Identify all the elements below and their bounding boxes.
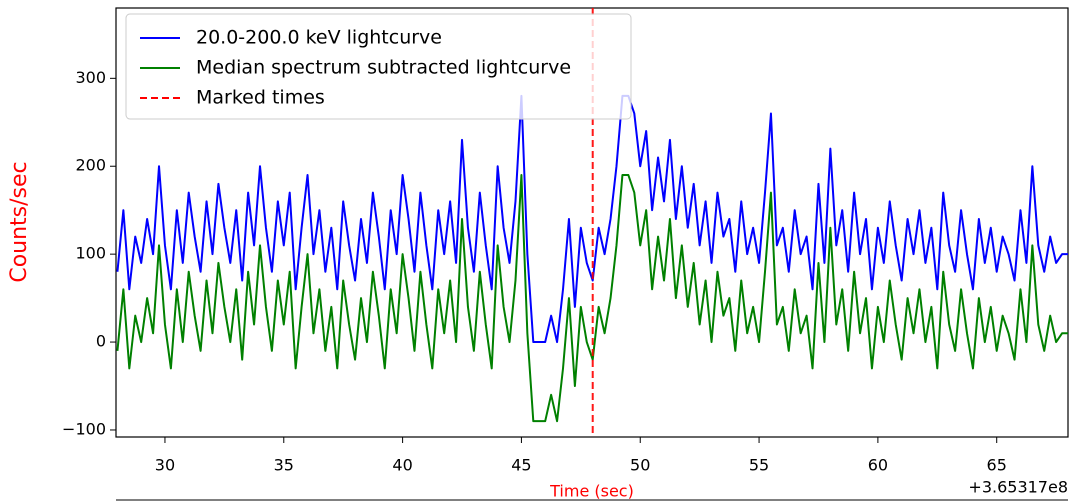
legend-label: 20.0-200.0 keV lightcurve <box>196 27 442 49</box>
y-tick-label: 0 <box>96 332 106 351</box>
series-line <box>116 174 1068 423</box>
x-tick-label: 65 <box>987 456 1007 475</box>
x-tick-label: 45 <box>511 456 531 475</box>
legend-label: Marked times <box>196 87 325 109</box>
x-tick-label: 55 <box>749 456 769 475</box>
series-line <box>116 94 1068 344</box>
y-tick-label: −100 <box>62 419 106 438</box>
x-tick-label: 50 <box>630 456 650 475</box>
x-tick-label: 60 <box>868 456 888 475</box>
y-tick-label: 100 <box>75 244 106 263</box>
y-tick-label: 300 <box>75 68 106 87</box>
x-tick-label: 35 <box>274 456 294 475</box>
y-axis-label: Counts/sec <box>7 161 32 282</box>
x-tick-label: 40 <box>392 456 412 475</box>
legend-label: Median spectrum subtracted lightcurve <box>196 57 571 79</box>
x-axis-label: Time (sec) <box>549 482 634 501</box>
y-tick-label: 200 <box>75 156 106 175</box>
x-tick-label: 30 <box>155 456 175 475</box>
x-offset-label: +3.65317e8 <box>968 478 1068 497</box>
legend-box <box>125 13 632 120</box>
